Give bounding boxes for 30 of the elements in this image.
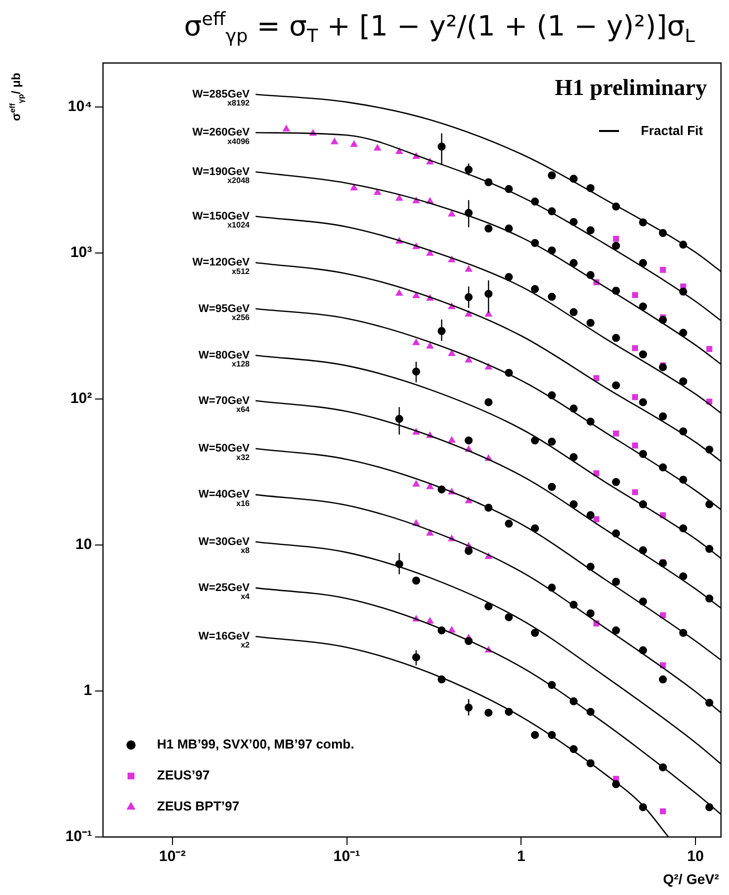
y-tick-label: 10³	[70, 244, 92, 262]
x-tick-label: 10⁻²	[159, 848, 186, 866]
y-tick-label: 1	[84, 682, 92, 700]
annotation: H1 preliminary	[554, 75, 707, 101]
series-label: W=80GeVx128	[198, 349, 250, 369]
series-label: W=260GeVx4096	[192, 126, 250, 146]
y-tick-label: 10²	[70, 390, 92, 408]
y-tick-label: 10⁻¹	[65, 828, 92, 846]
series-label: W=30GeVx8	[198, 536, 250, 556]
series-label: W=70GeVx64	[198, 394, 250, 414]
x-tick-label: 10⁻¹	[333, 848, 360, 866]
legend-label: ZEUS BPT’97	[157, 798, 240, 814]
series-label: W=285GeVx8192	[192, 88, 250, 108]
series-label: W=150GeVx1024	[192, 210, 250, 230]
y-tick-label: 10	[75, 536, 92, 554]
legend-label: H1 MB’99, SVX’00, MB’97 comb.	[157, 736, 354, 752]
series-label: W=40GeVx16	[198, 488, 250, 508]
series-label: W=50GeVx32	[198, 442, 250, 462]
series-label: W=190GeVx2048	[192, 166, 250, 186]
series-label: W=25GeVx4	[198, 582, 250, 602]
series-label: W=16GeVx2	[198, 630, 250, 650]
x-axis-title: Q²/ GeV²	[662, 871, 719, 887]
series-label: W=95GeVx256	[198, 302, 250, 322]
series-label: W=120GeVx512	[192, 256, 250, 276]
annotation: Fractal Fit	[640, 123, 703, 138]
x-tick-label: 10	[687, 848, 704, 866]
x-tick-label: 1	[516, 848, 526, 866]
chart-title: σ$^{eff}$$_{γp}$ = σ$_{T}$ + [1 − y²/(1 + (1 − y)²)]σ$_{L}$	[183, 8, 696, 49]
legend-label: ZEUS’97	[157, 768, 210, 783]
y-tick-label: 10⁴	[68, 98, 92, 116]
